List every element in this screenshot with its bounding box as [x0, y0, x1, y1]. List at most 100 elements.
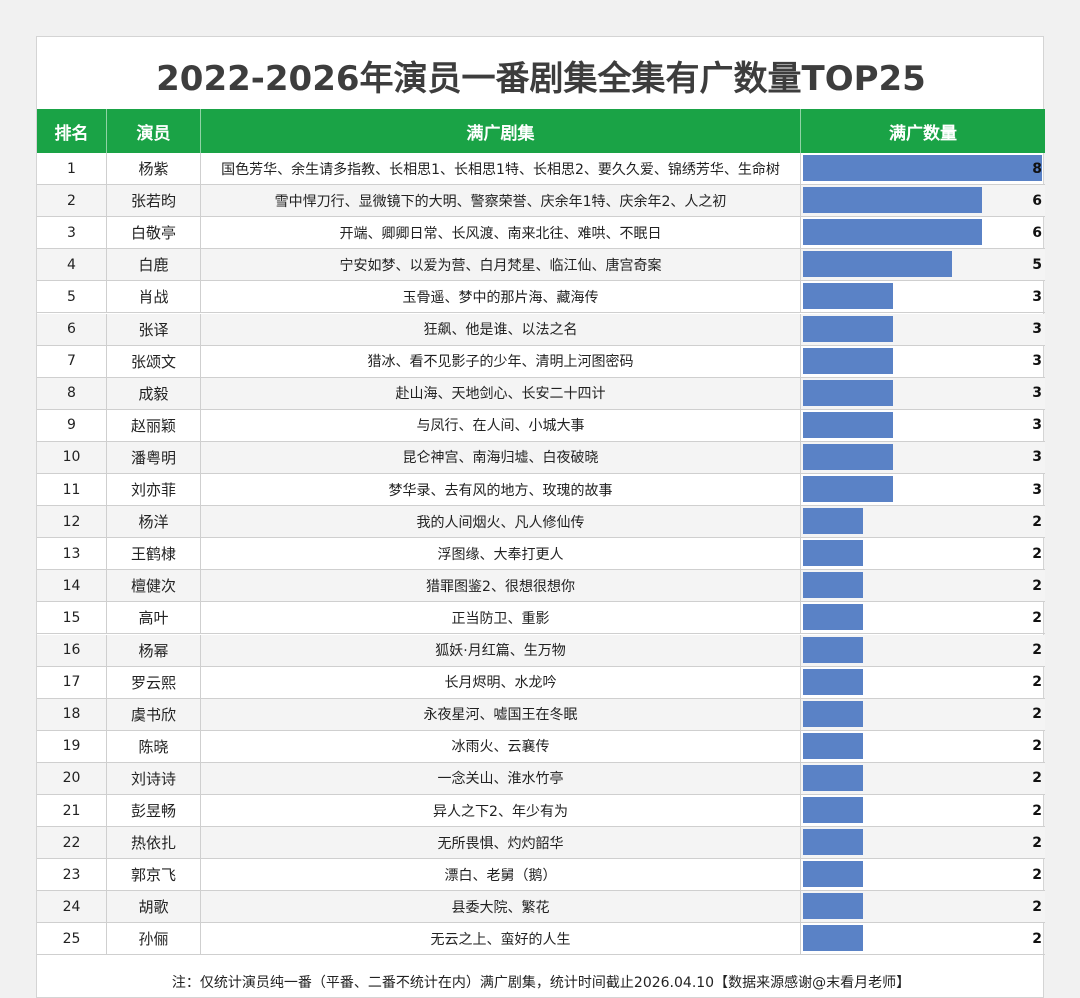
- count-label: 2: [1032, 930, 1042, 947]
- dramas-cell: 开端、卿卿日常、长风渡、南来北往、难哄、不眠日: [201, 217, 801, 249]
- dramas-cell: 与凤行、在人间、小城大事: [201, 409, 801, 441]
- actor-cell: 陈晓: [107, 730, 201, 762]
- rank-cell: 10: [37, 441, 107, 473]
- count-cell: 2: [801, 923, 1045, 954]
- dramas-cell: 玉骨遥、梦中的那片海、藏海传: [201, 281, 801, 313]
- rank-cell: 15: [37, 602, 107, 634]
- rank-cell: 6: [37, 313, 107, 345]
- table-row: 19 陈晓 冰雨火、云襄传 2: [37, 730, 1045, 763]
- table-row: 1 杨紫 国色芳华、余生请多指教、长相思1、长相思1特、长相思2、要久久爱、锦绣芳华…: [37, 153, 1045, 186]
- rank-cell: 5: [37, 281, 107, 313]
- dramas-cell: 国色芳华、余生请多指教、长相思1、长相思1特、长相思2、要久久爱、锦绣芳华、生命…: [201, 153, 801, 185]
- count-cell: 2: [801, 602, 1045, 633]
- table-row: 6 张译 狂飙、他是谁、以法之名 3: [37, 313, 1045, 346]
- count-bar: [803, 508, 863, 535]
- count-label: 2: [1032, 898, 1042, 915]
- count-bar: [803, 764, 863, 791]
- rank-cell: 1: [37, 153, 107, 185]
- dramas-cell: 雪中悍刀行、显微镜下的大明、警察荣誉、庆余年1特、庆余年2、人之初: [201, 185, 801, 217]
- rank-cell: 12: [37, 506, 107, 538]
- count-cell: 8: [801, 153, 1045, 184]
- chart-title: 2022-2026年演员一番剧集全集有广数量TOP25: [156, 59, 926, 99]
- dramas-cell: 赴山海、天地剑心、长安二十四计: [201, 377, 801, 409]
- table-row: 21 彭昱畅 异人之下2、年少有为 2: [37, 795, 1045, 828]
- count-label: 2: [1032, 866, 1042, 883]
- actor-cell: 罗云熙: [107, 666, 201, 698]
- count-bar: [803, 315, 893, 342]
- rank-cell: 3: [37, 217, 107, 249]
- count-bar: [803, 347, 893, 374]
- table-row: 8 成毅 赴山海、天地剑心、长安二十四计 3: [37, 377, 1045, 410]
- dramas-cell: 梦华录、去有风的地方、玫瑰的故事: [201, 474, 801, 506]
- table-row: 14 檀健次 猎罪图鉴2、很想很想你 2: [37, 570, 1045, 603]
- table-row: 15 高叶 正当防卫、重影 2: [37, 602, 1045, 635]
- dramas-cell: 狐妖·月红篇、生万物: [201, 634, 801, 666]
- actor-cell: 檀健次: [107, 570, 201, 602]
- dramas-cell: 猎罪图鉴2、很想很想你: [201, 570, 801, 602]
- count-bar: [803, 732, 863, 759]
- count-bar: [803, 187, 983, 214]
- dramas-cell: 一念关山、淮水竹亭: [201, 762, 801, 794]
- actor-cell: 杨紫: [107, 153, 201, 185]
- table-row: 7 张颂文 猎冰、看不见影子的少年、清明上河图密码 3: [37, 345, 1045, 378]
- rank-cell: 7: [37, 345, 107, 377]
- count-bar: [803, 411, 893, 438]
- count-cell: 6: [801, 185, 1045, 216]
- actor-cell: 高叶: [107, 602, 201, 634]
- count-label: 2: [1032, 642, 1042, 659]
- actor-cell: 彭昱畅: [107, 795, 201, 827]
- count-bar: [803, 797, 863, 824]
- actor-cell: 白鹿: [107, 249, 201, 281]
- count-label: 3: [1032, 417, 1042, 434]
- actor-cell: 胡歌: [107, 891, 201, 923]
- table-row: 22 热依扎 无所畏惧、灼灼韶华 2: [37, 827, 1045, 860]
- dramas-cell: 宁安如梦、以爱为营、白月梵星、临江仙、唐宫奇案: [201, 249, 801, 281]
- dramas-cell: 我的人间烟火、凡人修仙传: [201, 506, 801, 538]
- header-rank: 排名: [37, 109, 107, 153]
- actor-cell: 热依扎: [107, 827, 201, 859]
- dramas-cell: 异人之下2、年少有为: [201, 795, 801, 827]
- table-row: 11 刘亦菲 梦华录、去有风的地方、玫瑰的故事 3: [37, 474, 1045, 507]
- actor-cell: 潘粤明: [107, 441, 201, 473]
- dramas-cell: 冰雨火、云襄传: [201, 730, 801, 762]
- count-cell: 2: [801, 731, 1045, 762]
- count-label: 2: [1032, 577, 1042, 594]
- rank-cell: 16: [37, 634, 107, 666]
- count-cell: 2: [801, 635, 1045, 666]
- count-cell: 2: [801, 506, 1045, 537]
- actor-cell: 郭京飞: [107, 859, 201, 891]
- count-cell: 5: [801, 249, 1045, 280]
- count-bar: [803, 572, 863, 599]
- table-row: 24 胡歌 县委大院、繁花 2: [37, 891, 1045, 924]
- count-bar: [803, 476, 893, 503]
- count-cell: 2: [801, 795, 1045, 826]
- count-bar: [803, 540, 863, 567]
- count-cell: 2: [801, 859, 1045, 890]
- actor-cell: 张若昀: [107, 185, 201, 217]
- count-bar: [803, 893, 863, 920]
- dramas-cell: 无所畏惧、灼灼韶华: [201, 827, 801, 859]
- ranking-sheet: 2022-2026年演员一番剧集全集有广数量TOP25 排名 演员 满广剧集 满…: [36, 36, 1045, 998]
- actor-cell: 王鹤棣: [107, 538, 201, 570]
- header-actor: 演员: [107, 109, 201, 153]
- count-cell: 3: [801, 442, 1045, 473]
- count-bar: [803, 379, 893, 406]
- actor-cell: 杨洋: [107, 506, 201, 538]
- count-label: 3: [1032, 385, 1042, 402]
- dramas-cell: 永夜星河、嘘国王在冬眠: [201, 698, 801, 730]
- dramas-cell: 浮图缘、大奉打更人: [201, 538, 801, 570]
- count-cell: 3: [801, 314, 1045, 345]
- count-cell: 2: [801, 570, 1045, 601]
- rank-cell: 8: [37, 377, 107, 409]
- rank-cell: 20: [37, 762, 107, 794]
- table-row: 2 张若昀 雪中悍刀行、显微镜下的大明、警察荣誉、庆余年1特、庆余年2、人之初 6: [37, 185, 1045, 218]
- count-bar: [803, 668, 863, 695]
- count-cell: 2: [801, 699, 1045, 730]
- count-cell: 2: [801, 667, 1045, 698]
- count-cell: 2: [801, 763, 1045, 794]
- count-label: 2: [1032, 674, 1042, 691]
- rank-cell: 14: [37, 570, 107, 602]
- count-label: 3: [1032, 481, 1042, 498]
- count-cell: 3: [801, 281, 1045, 312]
- count-bar: [803, 443, 893, 470]
